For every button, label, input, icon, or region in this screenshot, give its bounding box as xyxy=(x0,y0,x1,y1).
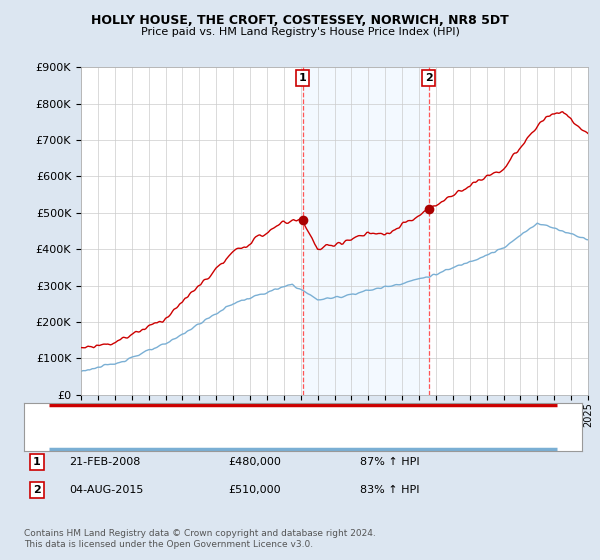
Text: 21-FEB-2008: 21-FEB-2008 xyxy=(69,457,140,467)
Text: 2: 2 xyxy=(33,485,41,495)
Bar xyxy=(303,67,429,395)
Text: 1: 1 xyxy=(299,73,307,83)
Text: 2: 2 xyxy=(425,73,433,83)
Text: Price paid vs. HM Land Registry's House Price Index (HPI): Price paid vs. HM Land Registry's House … xyxy=(140,27,460,37)
Text: Contains HM Land Registry data © Crown copyright and database right 2024.
This d: Contains HM Land Registry data © Crown c… xyxy=(24,529,376,549)
Text: £510,000: £510,000 xyxy=(228,485,281,495)
Text: HOLLY HOUSE, THE CROFT, COSTESSEY, NORWICH, NR8 5DT: HOLLY HOUSE, THE CROFT, COSTESSEY, NORWI… xyxy=(91,14,509,27)
Text: £480,000: £480,000 xyxy=(228,457,281,467)
Text: 83% ↑ HPI: 83% ↑ HPI xyxy=(360,485,419,495)
Text: 87% ↑ HPI: 87% ↑ HPI xyxy=(360,457,419,467)
Text: 04-AUG-2015: 04-AUG-2015 xyxy=(69,485,143,495)
Text: 1: 1 xyxy=(33,457,41,467)
